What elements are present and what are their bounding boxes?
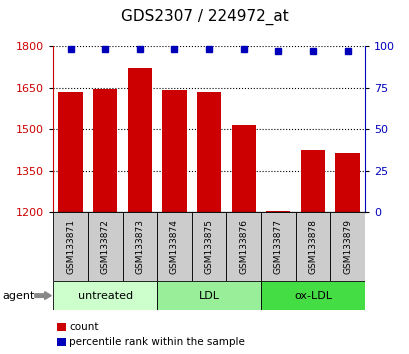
Text: GSM133875: GSM133875: [204, 219, 213, 274]
Text: GDS2307 / 224972_at: GDS2307 / 224972_at: [121, 9, 288, 25]
Bar: [196, 92, 221, 212]
Bar: [58, 92, 83, 212]
Bar: [261, 212, 295, 281]
Bar: [261, 281, 364, 310]
Bar: [93, 89, 117, 212]
Bar: [162, 90, 186, 212]
Text: percentile rank within the sample: percentile rank within the sample: [69, 337, 244, 347]
Text: ox-LDL: ox-LDL: [293, 291, 331, 301]
Bar: [88, 212, 122, 281]
Bar: [300, 150, 324, 212]
Text: LDL: LDL: [198, 291, 219, 301]
Text: GSM133873: GSM133873: [135, 219, 144, 274]
Text: agent: agent: [2, 291, 34, 301]
Text: GSM133879: GSM133879: [342, 219, 351, 274]
Text: untreated: untreated: [77, 291, 133, 301]
Text: GSM133874: GSM133874: [170, 219, 179, 274]
Bar: [265, 211, 290, 212]
Text: GSM133877: GSM133877: [273, 219, 282, 274]
Text: GSM133872: GSM133872: [101, 219, 110, 274]
Bar: [226, 212, 261, 281]
Bar: [157, 212, 191, 281]
Bar: [330, 212, 364, 281]
Bar: [128, 68, 152, 212]
Text: count: count: [69, 322, 98, 332]
Bar: [231, 125, 255, 212]
Bar: [53, 212, 88, 281]
Bar: [157, 281, 261, 310]
Bar: [335, 153, 359, 212]
Bar: [191, 212, 226, 281]
Bar: [122, 212, 157, 281]
Text: GSM133878: GSM133878: [308, 219, 317, 274]
Bar: [295, 212, 330, 281]
Text: GSM133871: GSM133871: [66, 219, 75, 274]
Text: GSM133876: GSM133876: [238, 219, 247, 274]
Bar: [53, 281, 157, 310]
